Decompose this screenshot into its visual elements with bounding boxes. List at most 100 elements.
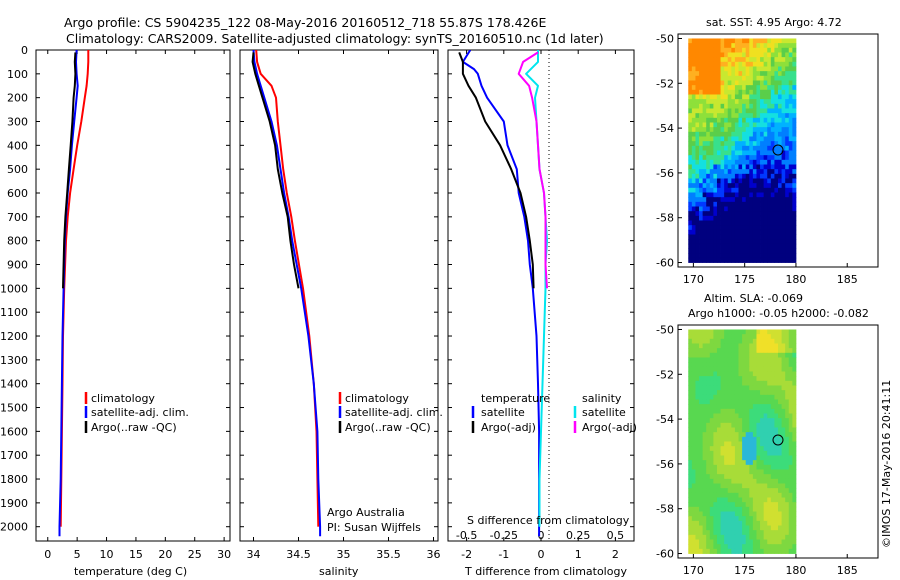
sst-cell (727, 141, 732, 147)
sla-cell (731, 511, 736, 517)
sst-cell (716, 103, 721, 109)
sst-cell (785, 169, 790, 175)
sst-cell (738, 253, 743, 259)
sla-cell (760, 371, 765, 377)
depth-tick-label: 0 (21, 44, 28, 57)
sla-cell (756, 334, 761, 340)
sla-cell (731, 520, 736, 526)
sla-cell (745, 460, 750, 466)
sst-cell (749, 136, 754, 142)
sst-cell (763, 225, 768, 231)
sst-cell (749, 229, 754, 235)
sst-cell (706, 85, 711, 91)
sst-cell (781, 253, 786, 259)
sla-cell (742, 478, 747, 484)
sst-cell (699, 243, 704, 249)
sst-cell (709, 108, 714, 114)
sst-cell (749, 150, 754, 156)
sla-cell (702, 534, 707, 540)
sst-cell (749, 127, 754, 133)
sla-cell (788, 376, 793, 382)
sst-cell (716, 257, 721, 263)
sst-cell (734, 66, 739, 72)
x-tick-label-top: -0.5 (456, 529, 477, 542)
sla-cell (695, 516, 700, 522)
sla-cell (688, 446, 693, 452)
sla-cell (702, 380, 707, 386)
sla-cell (706, 544, 711, 550)
sst-cell (724, 192, 729, 198)
sla-cell (713, 464, 718, 470)
sst-cell (713, 141, 718, 147)
sla-cell (745, 525, 750, 531)
sla-cell (709, 534, 714, 540)
sst-cell (778, 131, 782, 137)
sst-cell (734, 108, 739, 114)
sla-cell (724, 469, 729, 475)
sst-cell (774, 145, 779, 151)
sst-cell (706, 131, 711, 137)
sst-cell (788, 211, 793, 217)
sst-cell (716, 248, 721, 254)
sla-cell (720, 464, 725, 470)
sla-cell (709, 506, 714, 512)
sst-cell (706, 99, 711, 105)
sla-cell (702, 478, 707, 484)
sst-cell (716, 117, 721, 123)
sla-cell (706, 371, 711, 377)
sst-cell (699, 150, 704, 156)
sst-cell (709, 131, 714, 137)
sst-cell (738, 178, 743, 184)
sla-cell (734, 441, 739, 447)
map-y-tick-label: -58 (656, 503, 674, 516)
sst-cell (774, 122, 779, 128)
sst-cell (770, 169, 775, 175)
sla-cell (727, 446, 732, 452)
sla-cell (695, 436, 700, 442)
sla-cell (727, 539, 732, 545)
sla-cell (699, 422, 704, 428)
sla-cell (752, 380, 757, 386)
sla-cell (745, 418, 750, 424)
sst-cell (760, 80, 765, 86)
sla-cell (749, 399, 754, 405)
sla-cell (724, 488, 729, 494)
sla-cell (763, 427, 768, 433)
sst-cell (727, 57, 732, 63)
sst-cell (724, 201, 729, 207)
sst-cell (760, 155, 765, 161)
sst-cell (760, 131, 765, 137)
sla-cell (785, 455, 790, 461)
sst-cell (688, 43, 693, 49)
sla-map-subtitle: Argo h1000: -0.05 h2000: -0.082 (688, 307, 869, 320)
sla-cell (706, 530, 711, 536)
sst-cell (706, 57, 711, 63)
x-tick-label: 20 (158, 548, 172, 561)
sst-cell (716, 108, 721, 114)
sst-cell (695, 127, 700, 133)
sst-cell (767, 108, 772, 114)
sst-map-ticks: 170 175 180 185-50-52-54-56-58-60 (656, 32, 858, 286)
sla-cell (691, 404, 696, 410)
sst-cell (788, 43, 793, 49)
sst-cell (781, 197, 786, 203)
salinity-x-ticks: 34 34.5 35 35.5 36 (247, 50, 441, 561)
sst-cell (731, 239, 736, 245)
sla-cell (756, 418, 761, 424)
sla-cell (688, 338, 693, 344)
sst-cell (774, 187, 779, 193)
sla-cell (713, 478, 718, 484)
sst-cell (745, 234, 750, 240)
sla-cell (706, 418, 711, 424)
sst-cell (702, 150, 707, 156)
sla-cell (788, 357, 793, 363)
sla-cell (760, 348, 765, 354)
sla-cell (778, 362, 782, 368)
sla-cell (702, 427, 707, 433)
sst-cell (792, 155, 797, 161)
sla-cell (731, 427, 736, 433)
sla-cell (709, 436, 714, 442)
sla-cell (742, 548, 747, 554)
sst-cell (781, 47, 786, 53)
sla-cell (742, 380, 747, 386)
